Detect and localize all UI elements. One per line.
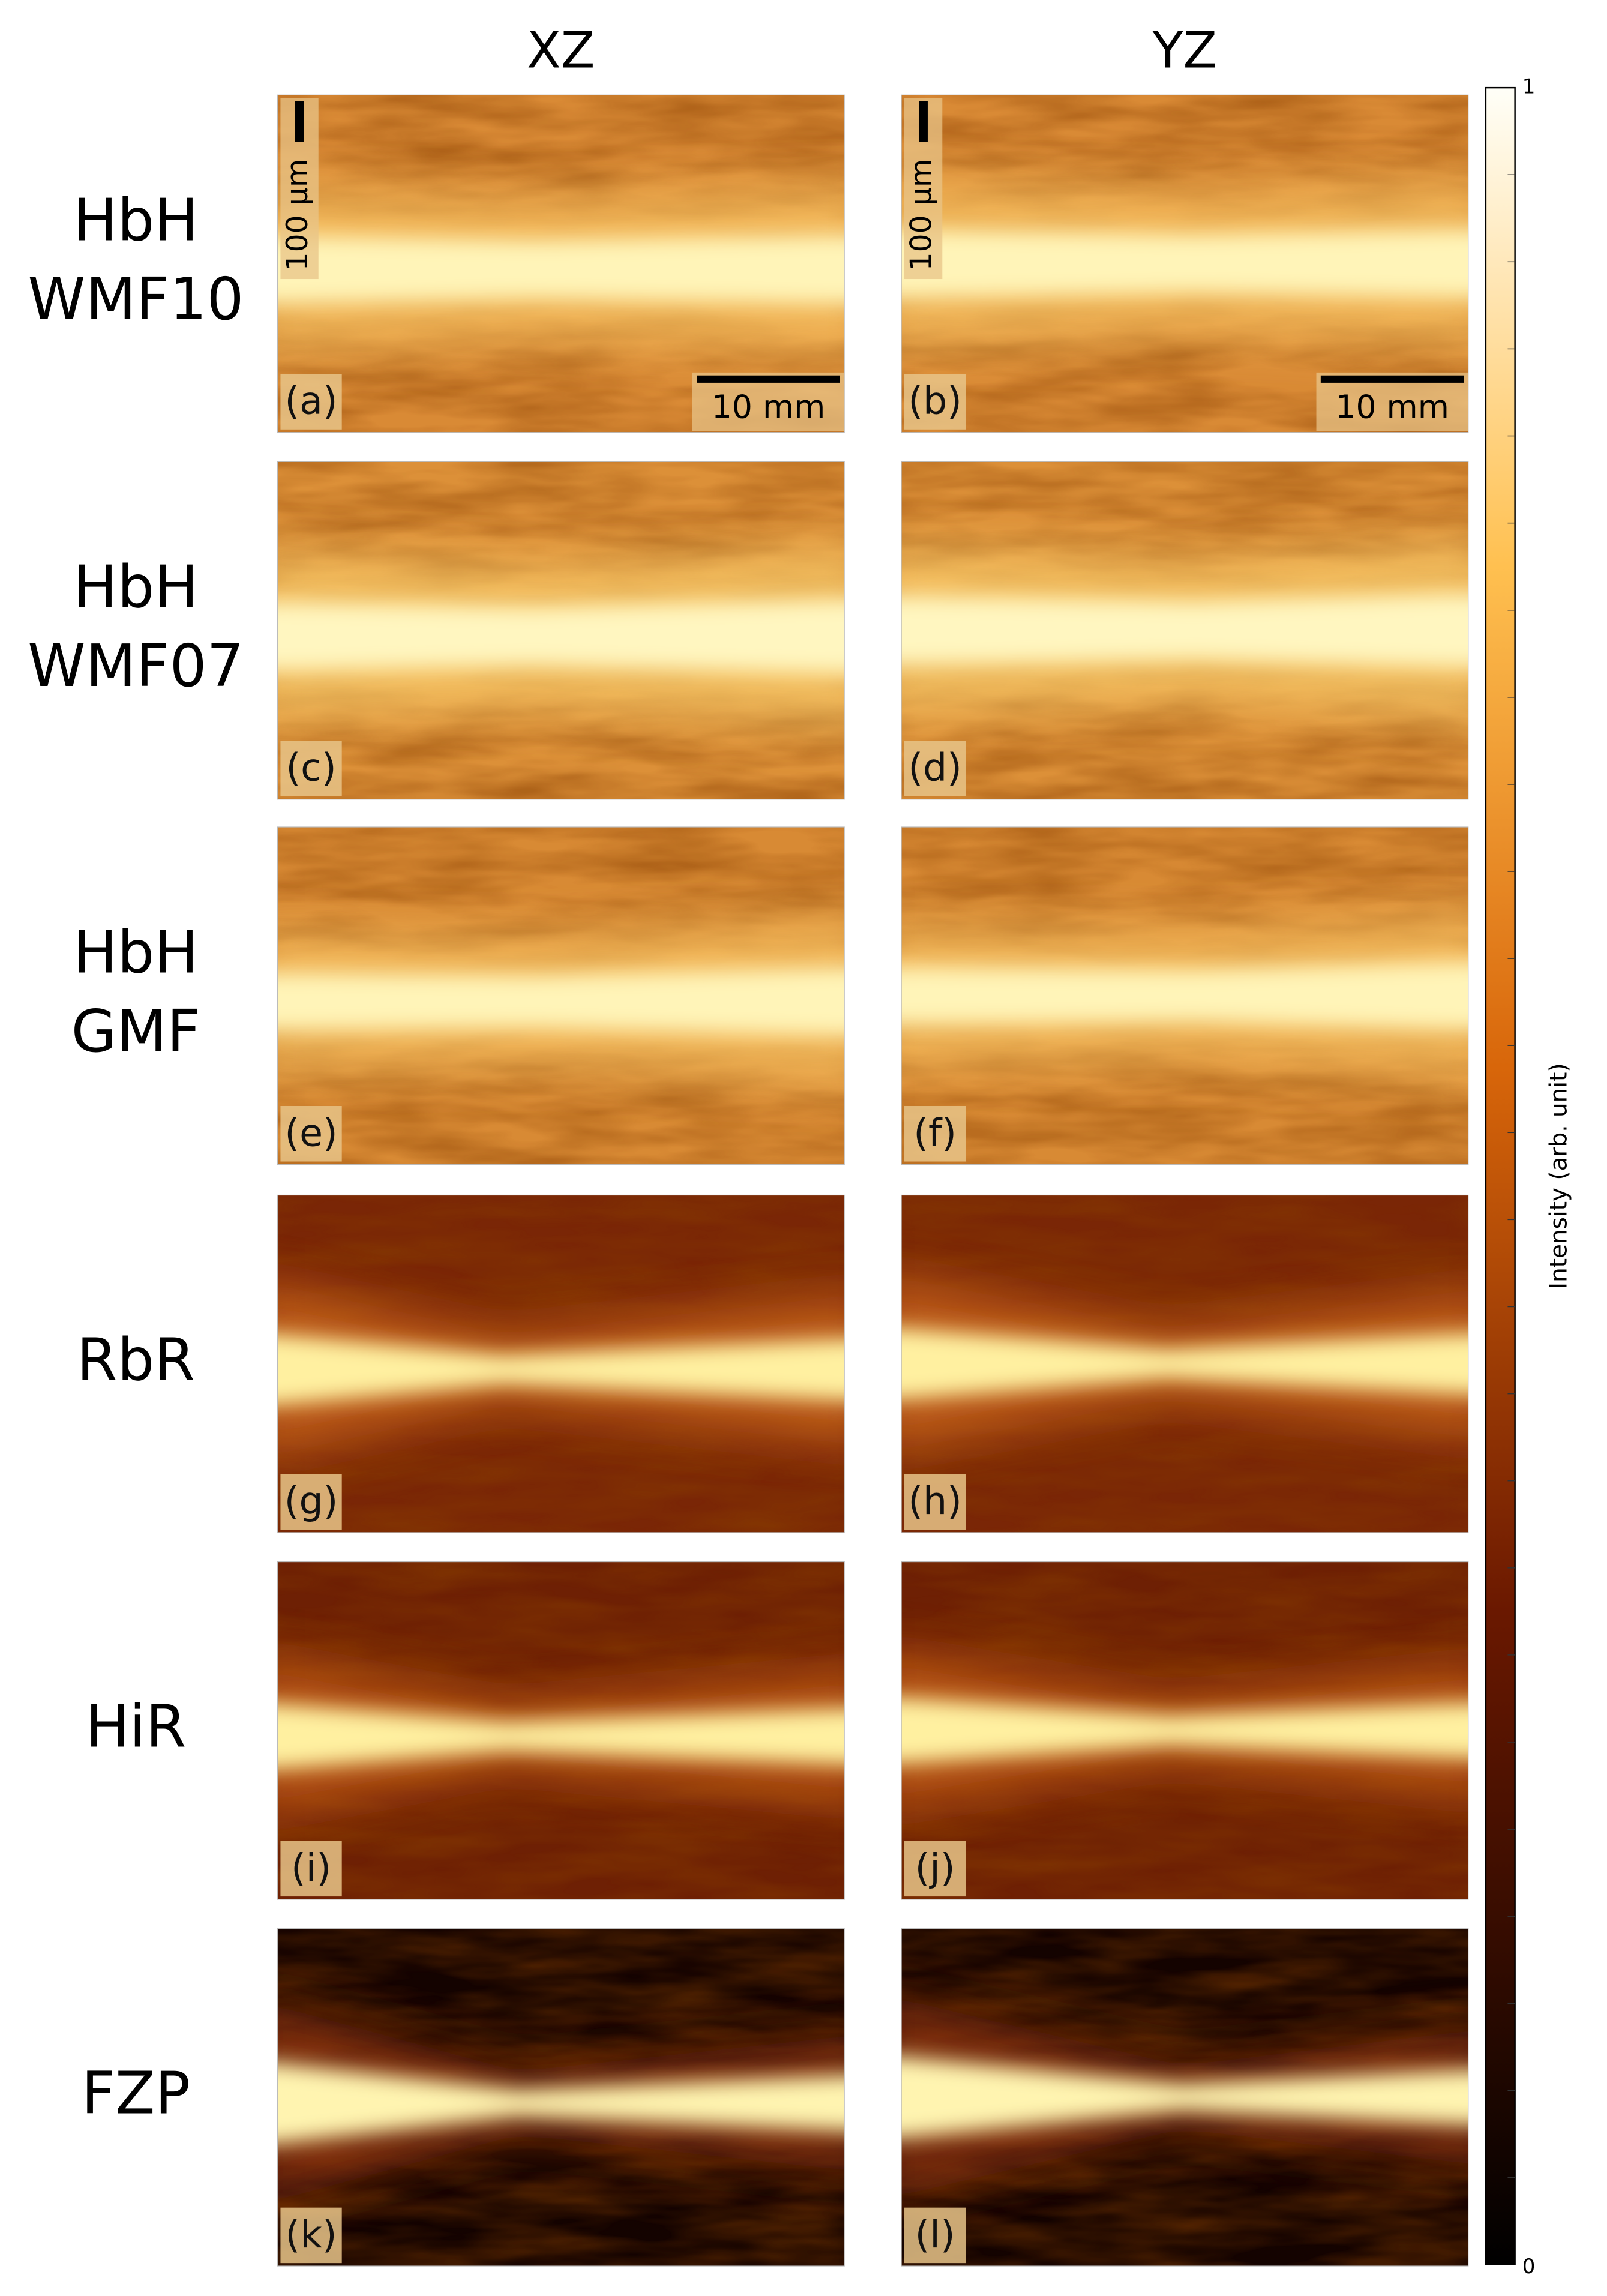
beam-core xyxy=(277,1334,845,1405)
panel-tag: (c) xyxy=(286,745,336,790)
row-label: HiR xyxy=(85,1693,186,1761)
panel-tag: (l) xyxy=(915,2212,955,2256)
beam-core xyxy=(901,1328,1468,1400)
row-label: GMF xyxy=(71,997,200,1065)
colorbar xyxy=(1485,86,1516,2265)
panel-tag-bg xyxy=(904,741,966,796)
panel-tag: (h) xyxy=(908,1479,961,1523)
panel-image xyxy=(277,1195,845,1533)
panel-frame xyxy=(277,826,845,1165)
beam-core xyxy=(277,1703,845,1770)
row-label: WMF07 xyxy=(28,632,244,700)
panel-image xyxy=(901,1195,1468,1533)
beam-core xyxy=(901,1697,1468,1764)
column-header: YZ xyxy=(1152,22,1217,80)
beam-core xyxy=(901,593,1468,668)
panel-frame xyxy=(277,1561,845,1900)
colorbar-label: Intensity (arb. unit) xyxy=(1546,1063,1573,1289)
panel-frame xyxy=(901,461,1469,800)
scale-label-horizontal: 10 mm xyxy=(712,388,825,425)
panel-tag-bg xyxy=(904,1841,966,1897)
panel-tag: (j) xyxy=(915,1845,955,1890)
panel-tag-bg xyxy=(280,1106,342,1162)
panel-image xyxy=(901,1928,1468,2267)
scale-bar-horizontal xyxy=(697,375,840,383)
scale-label-vertical: 100 μm xyxy=(905,159,939,271)
panel-tag-bg xyxy=(280,1841,342,1897)
panel-tag: (b) xyxy=(908,379,962,423)
panel-frame xyxy=(277,1194,845,1533)
panel-image xyxy=(901,827,1468,1165)
panel-frame xyxy=(277,94,845,433)
panel-tag: (a) xyxy=(284,379,337,423)
beam-core xyxy=(277,235,845,304)
row-label: HbH xyxy=(73,553,198,621)
panel-tag-bg xyxy=(280,1474,342,1530)
scale-bar-vertical xyxy=(919,101,928,142)
scale-label-horizontal: 10 mm xyxy=(1335,388,1449,425)
beam-core xyxy=(901,229,1468,299)
panel-frame xyxy=(901,1928,1469,2267)
scale-bar-horizontal xyxy=(1320,375,1464,383)
panel-tag-bg xyxy=(904,1474,966,1530)
column-header: XZ xyxy=(527,22,595,80)
panel-image xyxy=(277,827,845,1165)
row-label: HbH xyxy=(73,918,198,986)
panel-tag-bg xyxy=(280,2207,342,2264)
panel-image xyxy=(277,95,845,433)
panel-image xyxy=(901,95,1468,433)
colorbar-max: 1 xyxy=(1522,75,1536,99)
panel-tag: (k) xyxy=(286,2212,337,2256)
row-label: WMF10 xyxy=(28,265,244,333)
panel-image xyxy=(277,1561,845,1899)
panel-tag: (g) xyxy=(284,1479,338,1523)
scale-label-vertical: 100 μm xyxy=(281,159,314,271)
panel-image xyxy=(901,461,1468,799)
beam-core xyxy=(277,967,845,1036)
panel-tag-bg xyxy=(904,1106,966,1162)
panel-image xyxy=(277,461,845,799)
beam-core xyxy=(277,2063,845,2144)
panel-tag: (i) xyxy=(291,1845,331,1890)
colorbar-min: 0 xyxy=(1522,2255,1536,2279)
panel-frame xyxy=(901,826,1469,1165)
beam-core xyxy=(901,2056,1468,2139)
panel-frame xyxy=(901,1194,1469,1533)
beam-core xyxy=(901,961,1468,1030)
panel-tag-bg xyxy=(280,374,342,430)
panel-tag-bg xyxy=(280,741,342,796)
panel-image xyxy=(901,1561,1468,1899)
beam-core xyxy=(277,599,845,674)
panel-tag-bg xyxy=(904,374,966,430)
panel-frame xyxy=(277,1928,845,2267)
scale-bar-vertical xyxy=(295,101,304,142)
row-label: RbR xyxy=(77,1326,195,1394)
panel-frame xyxy=(901,94,1469,433)
panel-frame xyxy=(277,461,845,800)
panel-frame xyxy=(901,1561,1469,1900)
row-label: FZP xyxy=(82,2060,190,2127)
panel-tag: (f) xyxy=(913,1110,957,1155)
panel-tag-bg xyxy=(904,2207,966,2264)
panel-tag: (e) xyxy=(284,1110,337,1155)
panel-tag: (d) xyxy=(908,745,962,790)
panel-image xyxy=(277,1928,845,2267)
row-label: HbH xyxy=(73,187,198,254)
